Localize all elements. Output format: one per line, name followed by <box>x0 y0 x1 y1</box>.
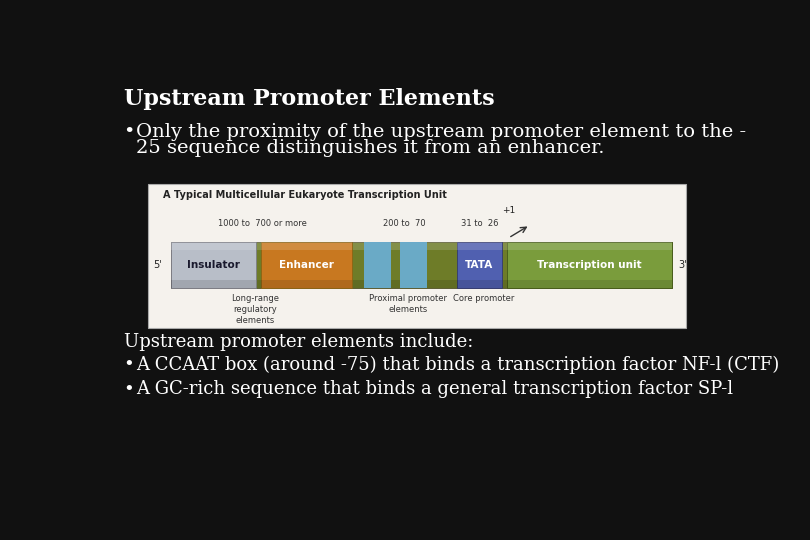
Bar <box>261 242 352 250</box>
Text: Insulator: Insulator <box>187 260 240 270</box>
Bar <box>507 242 672 288</box>
Bar <box>457 242 502 250</box>
Text: 3': 3' <box>679 260 687 270</box>
Bar <box>171 242 672 250</box>
Text: •: • <box>123 356 134 374</box>
Bar <box>457 280 502 288</box>
Text: 5': 5' <box>153 260 162 270</box>
Text: A Typical Multicellular Eukaryote Transcription Unit: A Typical Multicellular Eukaryote Transc… <box>164 190 447 200</box>
Text: A GC-rich sequence that binds a general transcription factor SP-l: A GC-rich sequence that binds a general … <box>136 381 733 399</box>
Text: 1000 to  700 or more: 1000 to 700 or more <box>218 219 307 228</box>
Bar <box>507 242 672 250</box>
Bar <box>171 280 672 288</box>
Text: •: • <box>123 123 134 140</box>
Bar <box>171 242 257 250</box>
Text: Long-range
regulatory
elements: Long-range regulatory elements <box>231 294 279 326</box>
Text: A CCAAT box (around -75) that binds a transcription factor NF-l (CTF): A CCAAT box (around -75) that binds a tr… <box>136 356 779 374</box>
Text: +1: +1 <box>501 206 515 215</box>
Bar <box>171 242 672 288</box>
Text: •: • <box>123 381 134 399</box>
Bar <box>171 242 257 288</box>
Text: 200 to  70: 200 to 70 <box>383 219 425 228</box>
Bar <box>364 242 390 288</box>
Text: Core promoter: Core promoter <box>453 294 514 303</box>
Text: Upstream promoter elements include:: Upstream promoter elements include: <box>125 333 474 351</box>
Text: Only the proximity of the upstream promoter element to the -: Only the proximity of the upstream promo… <box>136 123 746 140</box>
Bar <box>507 280 672 288</box>
Bar <box>261 280 352 288</box>
Bar <box>261 242 352 288</box>
FancyBboxPatch shape <box>147 184 686 328</box>
Text: Upstream Promoter Elements: Upstream Promoter Elements <box>125 88 495 110</box>
Text: 31 to  26: 31 to 26 <box>461 219 498 228</box>
Text: TATA: TATA <box>465 260 493 270</box>
Text: Enhancer: Enhancer <box>279 260 334 270</box>
Text: Transcription unit: Transcription unit <box>537 260 642 270</box>
Bar <box>171 280 257 288</box>
Bar <box>457 242 502 288</box>
Bar <box>400 242 427 288</box>
Text: Proximal promoter
elements: Proximal promoter elements <box>369 294 447 314</box>
Text: 25 sequence distinguishes it from an enhancer.: 25 sequence distinguishes it from an enh… <box>136 139 604 158</box>
